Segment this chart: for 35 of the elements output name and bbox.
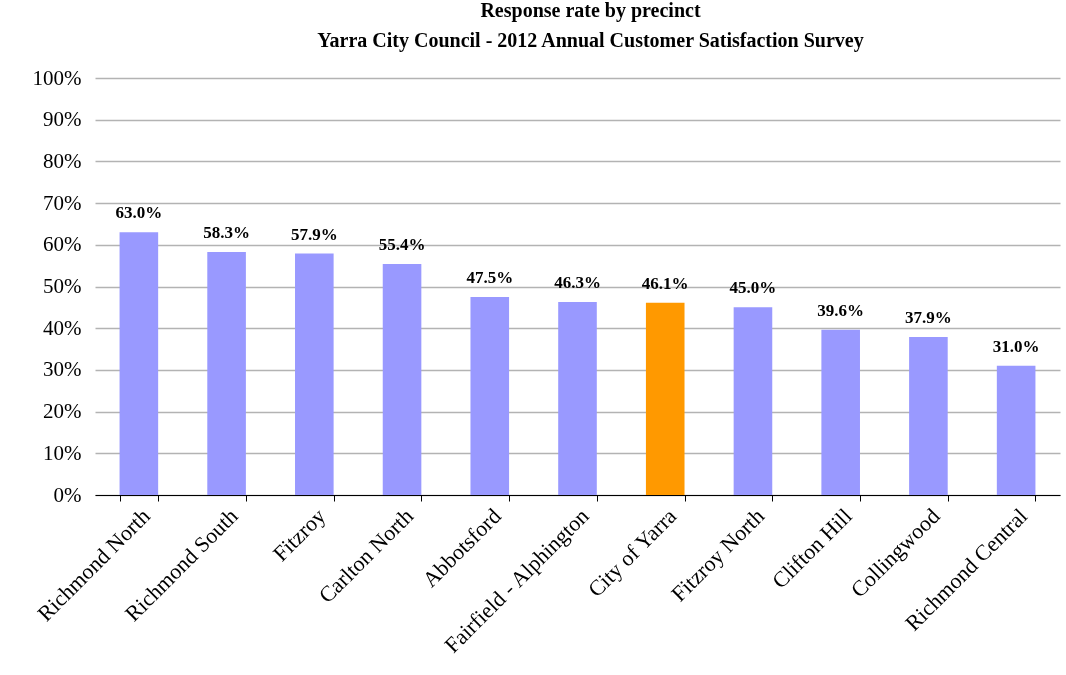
y-tick-label: 100% [32,65,82,90]
y-tick-label: 20% [43,399,82,424]
y-tick-label: 50% [43,274,82,298]
bar [821,329,860,495]
y-tick-label: 90% [43,107,82,132]
bar [119,232,159,495]
bar [470,296,510,495]
data-label: 37.9% [905,307,952,327]
bar [295,253,334,495]
data-label: 39.6% [817,300,865,320]
y-tick-label: 0% [53,482,82,507]
data-label: 57.9% [290,224,338,244]
bar [207,251,246,495]
y-tick-label: 10% [43,440,82,465]
data-label: 31.0% [992,336,1040,356]
y-tick-label: 70% [43,190,82,215]
bar [645,302,685,495]
data-label: 46.1% [641,273,689,293]
data-label: 63.0% [115,203,163,223]
y-tick-label: 40% [43,315,82,340]
y-tick-label: 60% [43,232,82,257]
data-label: 55.4% [378,234,426,254]
bar [382,263,422,495]
data-label: 58.3% [203,222,250,242]
bar [733,307,773,495]
data-label: 45.0% [729,278,777,298]
y-tick-label: 30% [43,357,82,382]
bar [909,336,948,495]
bar [558,301,597,495]
chart-title: Response rate by precinct [480,0,701,22]
bar [996,365,1036,495]
chart-subtitle: Yarra City Council - 2012 Annual Customer Satisfaction Survey [317,29,864,52]
data-label: 47.5% [466,267,514,287]
y-tick-label: 80% [43,148,82,173]
data-label: 46.3% [554,272,601,292]
